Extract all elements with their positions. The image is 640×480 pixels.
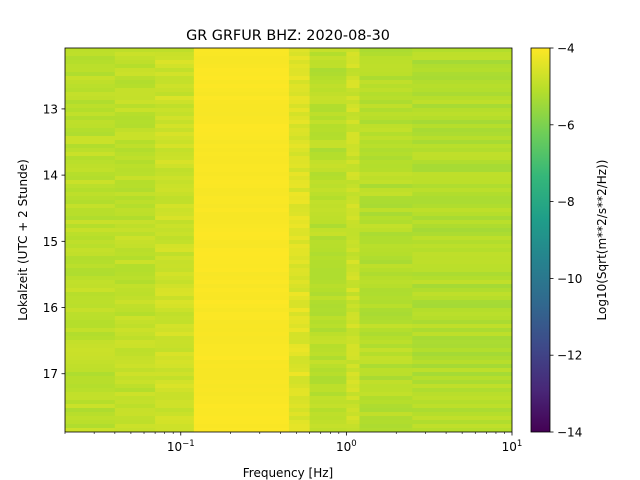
colorbar-tick-label: −10 [557,272,582,286]
colorbar-tick-label: −8 [557,195,575,209]
y-tick-label: 15 [43,235,58,249]
heatmap-cells [65,48,512,432]
colorbar-tick-label: −4 [557,42,575,56]
x-tick-label: 10−1 [167,439,195,454]
colorbar-tick-label: −6 [557,118,575,132]
heatmap-band [346,48,361,432]
colorbar [530,47,551,433]
heatmap-band [412,48,512,432]
heatmap-band [65,48,116,432]
x-tick-label: 101 [502,439,523,454]
heatmap-band [359,48,413,432]
y-tick-label: 14 [43,169,58,183]
y-tick-label: 13 [43,102,58,116]
heatmap-band [155,48,195,432]
x-axis-label: Frequency [Hz] [243,466,334,480]
colorbar-label: Log10(Sqrt(m**2/s**2/Hz)) [595,160,609,321]
colorbar-tick-label: −12 [557,349,582,363]
y-axis-ticks: 13 14 15 16 17 [43,102,65,381]
heatmap-band [193,48,290,432]
x-axis-ticks: 10−1 100 101 [64,432,523,454]
plot-frame [64,47,513,433]
y-tick-label: 16 [43,301,58,315]
heatmap-band [288,48,311,432]
chart-title: GR GRFUR BHZ: 2020-08-30 [186,28,390,44]
heatmap-band [114,48,156,432]
y-axis-label: Lokalzeit (UTC + 2 Stunde) [16,159,30,321]
colorbar-ticks: −4 −6 −8 −10 −12 −14 [550,42,582,440]
y-tick-label: 17 [43,367,58,381]
x-tick-label: 100 [336,439,357,454]
heatmap-band [309,48,347,432]
colorbar-tick-label: −14 [557,426,582,440]
